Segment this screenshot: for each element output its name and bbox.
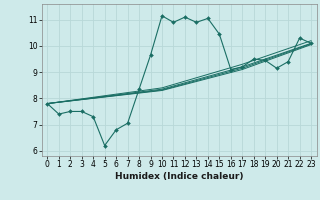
X-axis label: Humidex (Indice chaleur): Humidex (Indice chaleur) [115,172,244,181]
